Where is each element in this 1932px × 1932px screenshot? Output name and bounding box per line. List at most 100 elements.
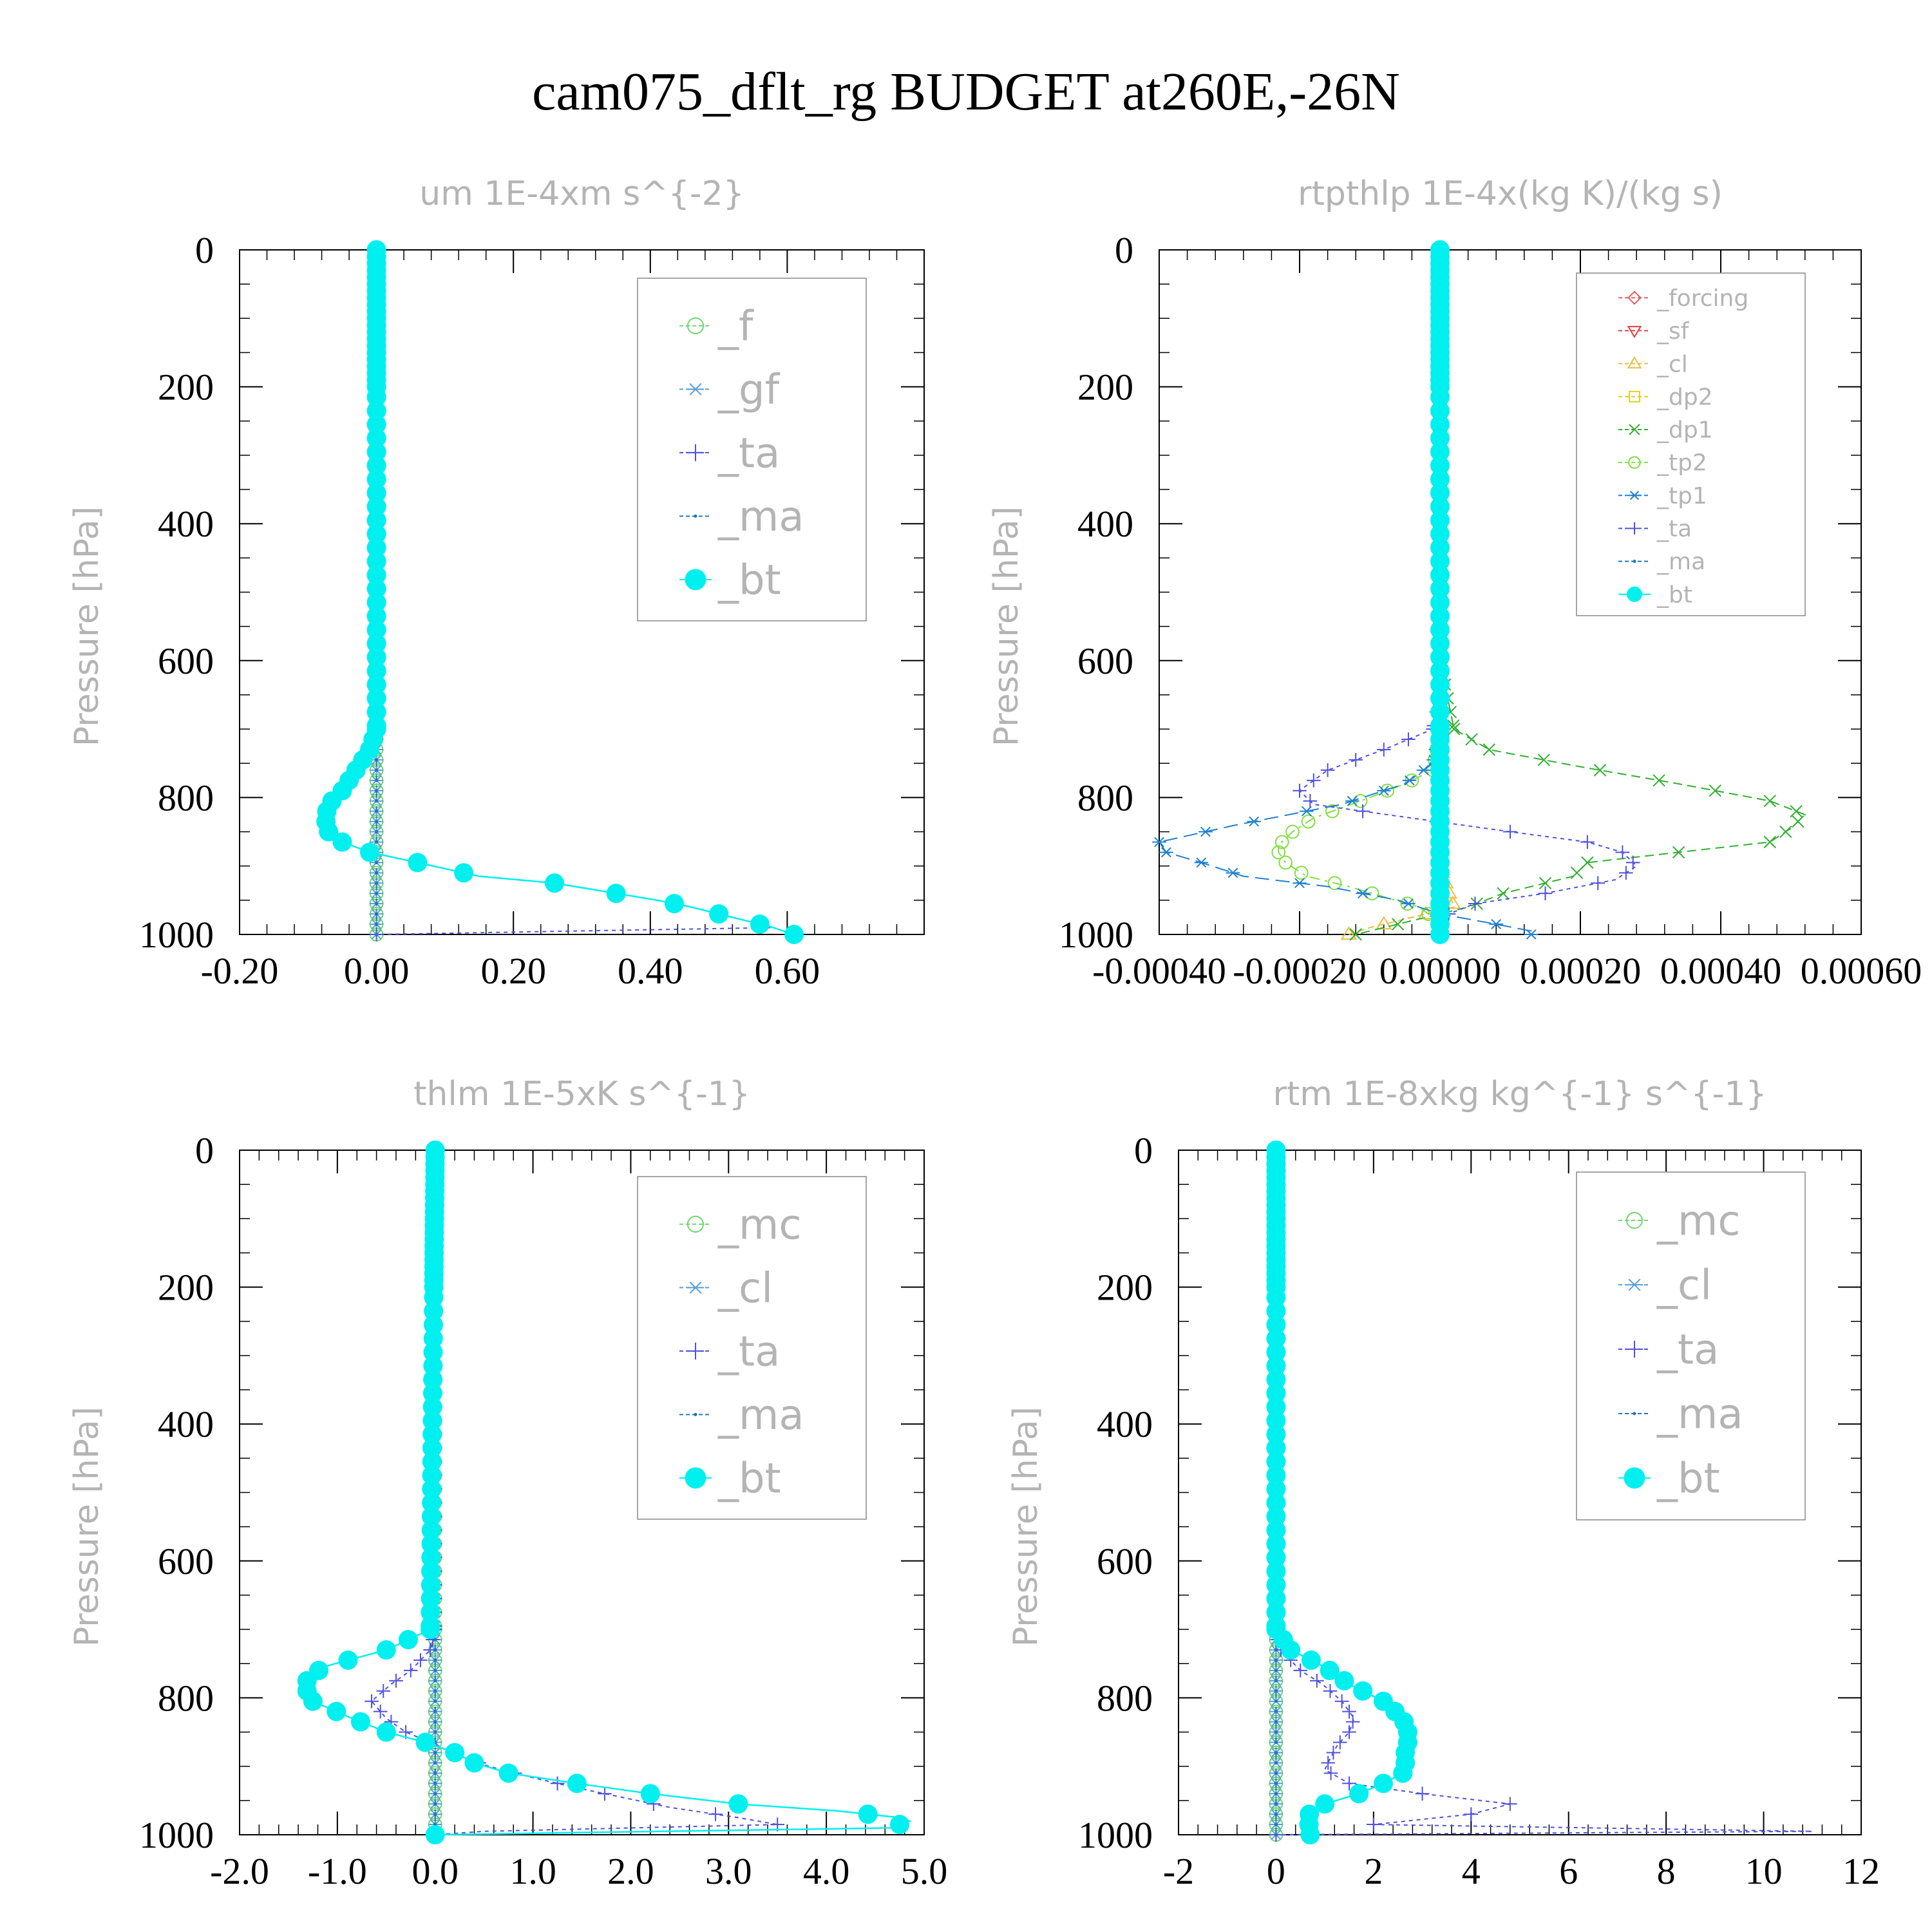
data-point_ma	[1274, 1792, 1278, 1795]
data-point_ma	[375, 860, 379, 864]
data-point_bt	[423, 1356, 443, 1376]
data-point_dp1	[1537, 753, 1551, 766]
y-tick-label: 200	[1077, 366, 1133, 408]
data-point_dp1	[1790, 804, 1803, 818]
legend-swatch-marker	[1633, 1412, 1636, 1416]
data-point_ma	[1274, 1833, 1278, 1837]
panel-title: um 1E-4xm s^{-2}	[419, 175, 744, 213]
x-tick-label: -1.0	[308, 1850, 367, 1892]
data-point_ma	[433, 1720, 437, 1724]
y-tick-label: 400	[1077, 503, 1133, 545]
legend-box	[637, 1176, 867, 1520]
data-point_bt	[1266, 1329, 1286, 1349]
data-point_ma	[433, 1710, 437, 1714]
data-point_bt	[1393, 1763, 1413, 1783]
data-point_ta	[1333, 1735, 1347, 1750]
data-point_bt	[1430, 497, 1450, 516]
data-point_dp1	[1539, 876, 1552, 889]
legend-entry: _bt	[717, 1455, 781, 1502]
x-tick-label: 0.0	[412, 1850, 459, 1892]
data-point_ta	[1323, 1683, 1338, 1698]
data-point_ma	[1274, 1812, 1278, 1816]
data-point_bt	[1430, 538, 1450, 558]
panel-3: thlm 1E-5xK s^{-1} Pressure [hPa] 0 200 400 6…	[68, 1075, 947, 1892]
x-tick-label: 0	[1267, 1850, 1285, 1892]
data-point_bt	[709, 904, 729, 924]
data-point_bt	[415, 1732, 435, 1752]
data-point_ta	[1321, 1756, 1335, 1770]
data-point_bt	[1374, 1774, 1393, 1794]
legend-entry: _ta	[1656, 516, 1692, 542]
y-tick-label: 600	[1097, 1540, 1153, 1582]
data-point_ta	[1293, 783, 1307, 798]
legend-swatch-marker	[685, 569, 706, 591]
data-point_bt	[1266, 1479, 1286, 1499]
x-tick-label: -2.0	[210, 1850, 269, 1892]
legend-swatch-marker	[687, 444, 705, 462]
data-point_tp1	[1226, 867, 1240, 878]
data-point_ma	[375, 830, 379, 834]
legend-entry: _dp2	[1656, 384, 1713, 410]
data-point_bt	[750, 914, 770, 934]
data-point_ma	[1274, 1669, 1278, 1672]
data-point_ma	[375, 912, 379, 916]
data-point_bt	[421, 1589, 440, 1609]
data-point_ta	[1464, 1807, 1479, 1821]
data-point_bt	[1266, 1425, 1286, 1444]
x-tick-label: 0.20	[480, 950, 546, 992]
data-point_ma	[433, 1812, 437, 1816]
data-point_ma	[375, 933, 379, 936]
legend-swatch-marker	[1628, 456, 1641, 469]
legend-entry: _bt	[1656, 582, 1692, 608]
legend-swatch-marker	[1625, 1278, 1643, 1291]
data-point_bt	[366, 524, 386, 544]
data-point_bt	[1266, 1315, 1286, 1335]
data-point_bt	[421, 1602, 440, 1622]
data-point_bt	[890, 1815, 910, 1835]
legend-entry: _bt	[717, 556, 781, 604]
data-point_bt	[319, 822, 339, 842]
data-point_ma	[1274, 1781, 1278, 1785]
y-tick-label: 200	[158, 366, 214, 408]
x-tick-label: 2	[1364, 1850, 1383, 1892]
data-point_bt	[366, 469, 386, 489]
data-point_bt	[1430, 925, 1450, 944]
data-point_ta	[1293, 1663, 1308, 1678]
panel-title: rtpthlp 1E-4x(kg K)/(kg s)	[1298, 175, 1723, 213]
data-point_ma	[1274, 1750, 1278, 1754]
data-point_ma	[1274, 1720, 1278, 1724]
data-point_ma	[433, 1771, 437, 1775]
series_bt	[316, 240, 804, 944]
x-tick-label: 5.0	[901, 1850, 948, 1892]
data-point_ta	[1323, 1766, 1338, 1781]
data-point_bt	[1266, 1548, 1286, 1567]
data-point_cl	[1340, 926, 1357, 940]
legend-entry: _forcing	[1656, 285, 1748, 312]
data-point_ta	[708, 1807, 723, 1821]
data-point_ta	[1326, 1745, 1341, 1760]
data-point_tp1	[1524, 929, 1539, 940]
data-point_bt	[1266, 1589, 1286, 1609]
legend-swatch-marker	[687, 317, 705, 334]
data-point_tp2	[1325, 804, 1340, 819]
legend: _forcing _sf _cl _dp2 _dp1 _tp2 _tp1 _ta _ma _bt	[1576, 272, 1806, 616]
data-point_bt	[1266, 1356, 1286, 1376]
data-point_tp1	[1416, 764, 1431, 775]
data-point_bt	[1266, 1561, 1286, 1581]
data-point_bt	[1349, 1784, 1369, 1804]
x-tick-label: -2	[1163, 1850, 1194, 1892]
data-point_bt	[784, 925, 804, 944]
data-point_dp1	[1763, 835, 1777, 849]
data-point_bt	[1430, 688, 1450, 708]
data-point_dp1	[1581, 856, 1594, 869]
y-axis-label: Pressure [hPa]	[987, 506, 1026, 746]
legend: _mc _cl _ta _ma _bt	[637, 1176, 867, 1520]
data-point_ta	[1349, 753, 1363, 767]
data-point_ma	[375, 820, 379, 824]
data-point_ma	[1274, 1658, 1278, 1662]
data-point_bt	[1266, 1506, 1286, 1526]
legend-swatch-marker	[694, 1412, 697, 1416]
data-point_ma	[1274, 1689, 1278, 1693]
data-point_bt	[421, 1575, 440, 1595]
